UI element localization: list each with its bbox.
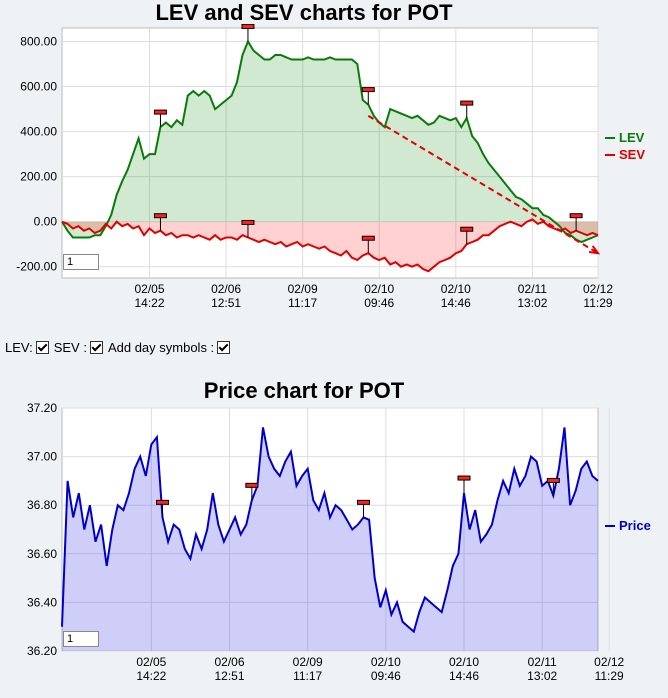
- y-tick-label: 36.20: [27, 644, 57, 658]
- x-tick-label: 13:02: [517, 296, 547, 310]
- series-line-price[interactable]: [61, 427, 599, 634]
- x-tick-label: 02/10: [371, 655, 401, 669]
- x-tick-label: 02/10: [449, 655, 479, 669]
- x-tick-label: 11:17: [293, 669, 322, 683]
- day-marker-flag[interactable]: [460, 226, 474, 232]
- x-tick-label: 02/11: [528, 655, 557, 669]
- x-tick-label: 02/09: [293, 655, 323, 669]
- day-marker-flag[interactable]: [153, 109, 167, 115]
- x-tick-label: 02/12: [594, 655, 624, 669]
- day-marker-flag[interactable]: [245, 482, 259, 488]
- sev-checkbox[interactable]: [89, 341, 103, 354]
- x-tick-label: 12:51: [214, 669, 244, 683]
- x-tick-label: 09:46: [371, 669, 401, 683]
- legend-label-sev: SEV: [619, 147, 645, 162]
- day-marker-flag[interactable]: [361, 235, 375, 241]
- day-marker-flag[interactable]: [241, 24, 255, 30]
- y-tick-label: 37.00: [27, 450, 57, 464]
- day-marker-flag[interactable]: [156, 499, 169, 505]
- x-tick-label: 02/10: [441, 282, 471, 296]
- lev-sev-chart[interactable]: 800.00 600.00 400.00 200.00 0.00 -200.00 02/05…: [0, 0, 668, 336]
- series-area-price: [62, 427, 598, 651]
- day-marker-flag[interactable]: [361, 87, 375, 93]
- y-tick-label: 400.00: [20, 125, 57, 139]
- sev-toggle-label: SEV :: [53, 340, 87, 355]
- series-line-sev[interactable]: [61, 218, 599, 273]
- day-marker-flag[interactable]: [460, 100, 474, 106]
- y-tick-label: 0.00: [34, 215, 58, 229]
- x-tick-label: 11:29: [595, 669, 624, 683]
- series-toggles: LEV: SEV : Add day symbols :: [5, 340, 233, 355]
- day-symbols-checkbox[interactable]: [217, 341, 231, 354]
- price-chart[interactable]: 37.20 37.00 36.80 36.60 36.40 36.20 02/0514:22…: [0, 388, 668, 698]
- x-tick-label: 12:51: [211, 296, 241, 310]
- x-tick-label: 02/06: [211, 282, 241, 296]
- y-tick-label: 800.00: [20, 35, 57, 49]
- y-tick-label: 36.80: [27, 498, 57, 512]
- x-tick-label: 09:46: [364, 296, 394, 310]
- trend-arrowhead: [588, 245, 601, 255]
- lev-checkbox[interactable]: [35, 341, 49, 354]
- y-tick-label: -200.00: [16, 260, 57, 274]
- x-tick-label: 02/05: [136, 655, 166, 669]
- y-tick-label: 37.20: [27, 401, 57, 415]
- y-tick-label: 36.40: [27, 595, 57, 609]
- x-tick-label: 02/09: [288, 282, 318, 296]
- day-marker-flag[interactable]: [546, 477, 560, 483]
- legend-label-lev: LEV: [619, 130, 645, 145]
- x-tick-label: 14:46: [441, 296, 471, 310]
- y-tick-label: 36.60: [27, 547, 57, 561]
- x-tick-label: 13:02: [527, 669, 557, 683]
- x-tick-label: 02/05: [134, 282, 164, 296]
- x-tick-label: 14:22: [134, 296, 164, 310]
- day-marker-flag[interactable]: [457, 475, 471, 481]
- series-line-lev[interactable]: [61, 39, 599, 244]
- x-tick-label: 02/10: [364, 282, 394, 296]
- chart1-title: LEV and SEV charts for POT: [155, 0, 453, 25]
- x-tick-label: 11:29: [583, 296, 612, 310]
- y-tick-label: 600.00: [20, 80, 57, 94]
- day-marker-flag[interactable]: [569, 213, 583, 219]
- series-area-sev: [62, 219, 598, 272]
- x-tick-label: 02/12: [583, 282, 613, 296]
- x-tick-label: 14:46: [449, 669, 479, 683]
- x-tick-label: 02/11: [518, 282, 547, 296]
- x-tick-label: 02/06: [214, 655, 244, 669]
- day-marker-flag[interactable]: [357, 499, 370, 505]
- x-tick-label: 11:17: [288, 296, 317, 310]
- chart1-zoom-input[interactable]: 1: [63, 254, 99, 270]
- lev-toggle-label: LEV:: [5, 340, 33, 355]
- day-marker-flag[interactable]: [153, 213, 167, 219]
- chart2-zoom-input[interactable]: 1: [63, 631, 99, 647]
- chart2-title: Price chart for POT: [203, 378, 405, 403]
- y-tick-label: 200.00: [20, 170, 57, 184]
- x-tick-label: 14:22: [136, 669, 166, 683]
- day-marker-flag[interactable]: [241, 219, 255, 225]
- series-area-lev: [62, 41, 598, 242]
- trend-line: [367, 114, 599, 255]
- day-symbols-label: Add day symbols :: [107, 340, 215, 355]
- chart1-plot-area: [61, 27, 599, 279]
- legend-label-price: Price: [619, 518, 651, 533]
